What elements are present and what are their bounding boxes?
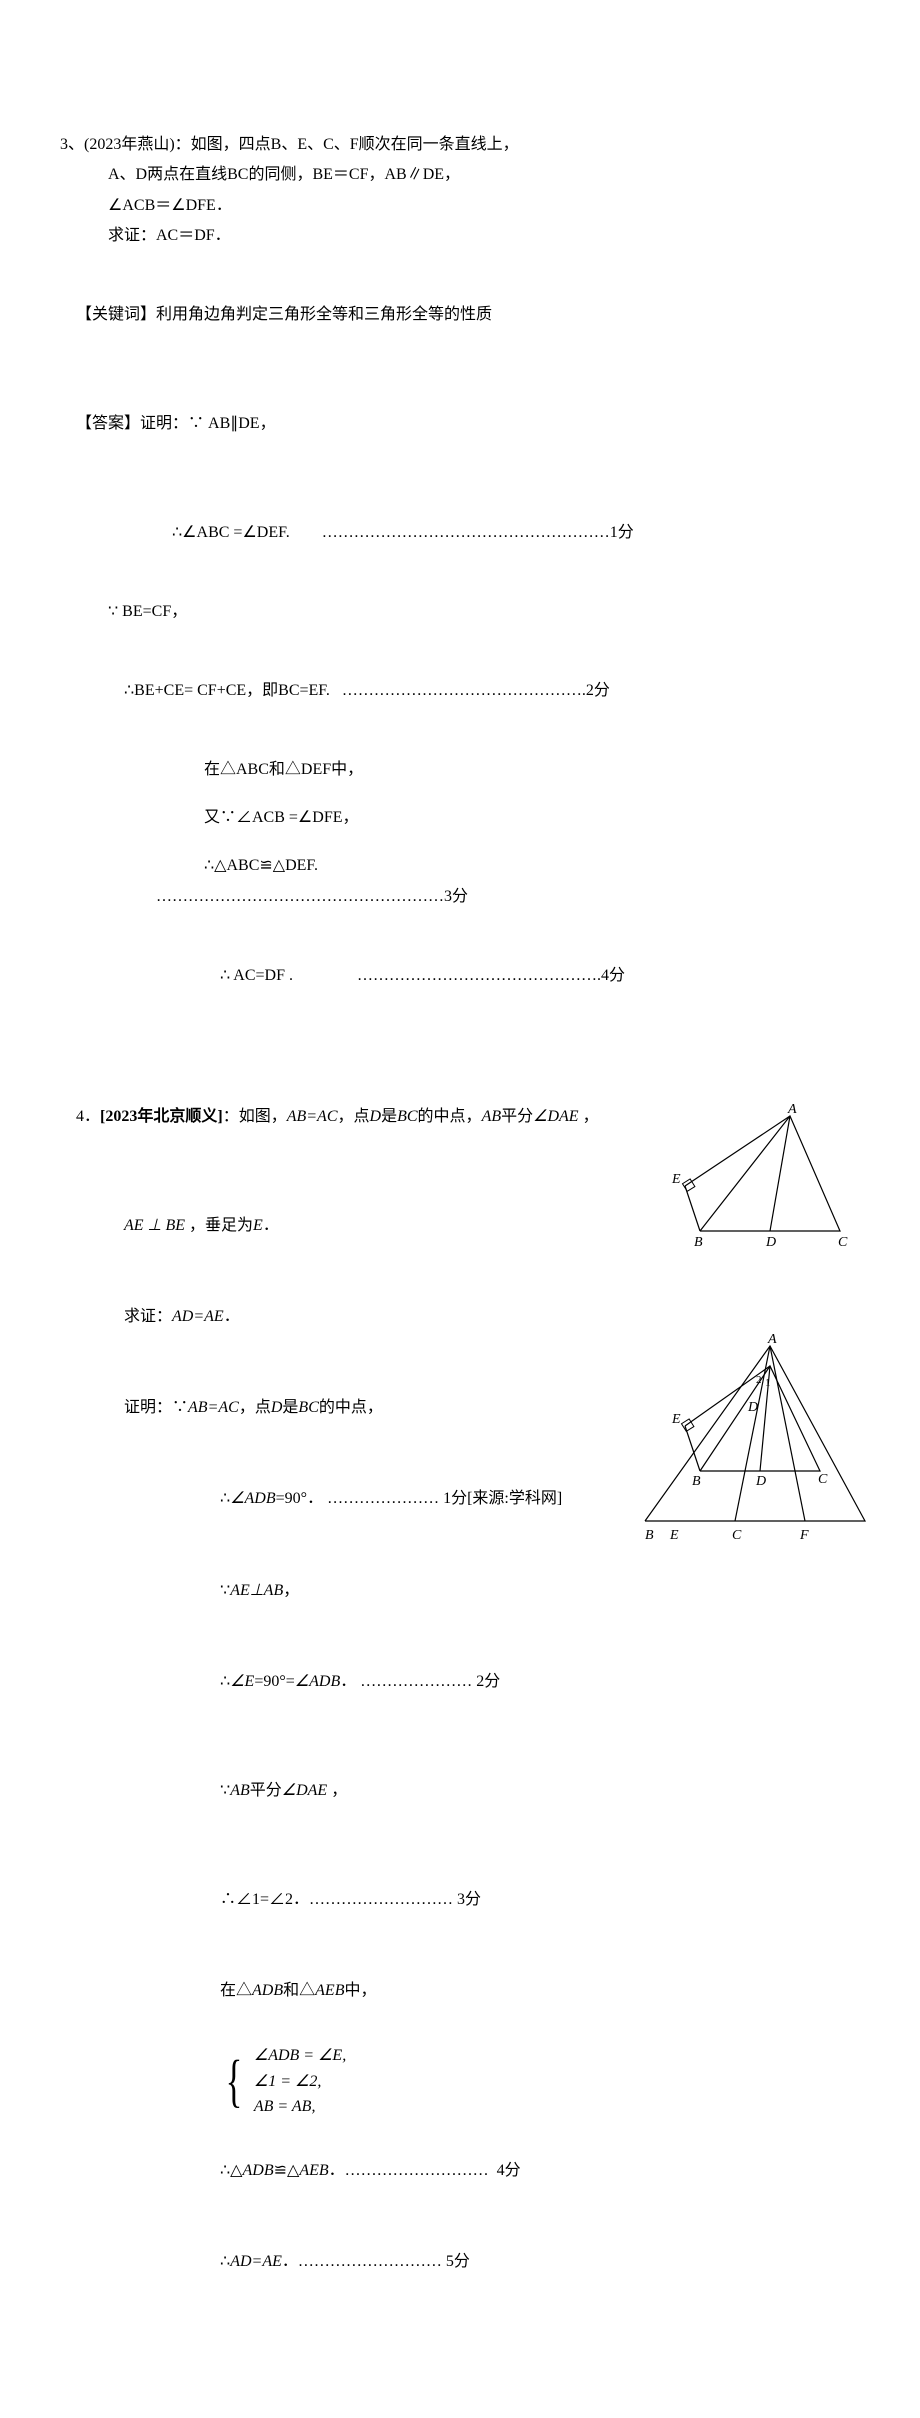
figure-triangle-2: 1 2 A B C D E D B E C F	[640, 1331, 860, 1562]
brace-line-3: AB = AB,	[254, 2094, 346, 2120]
p4-pf5: ∵AB平分∠DAE ，	[60, 1746, 860, 1837]
p3-l2: A、D两点在直线BC的同侧，BE＝CF，AB∥DE，	[60, 160, 860, 190]
p3-step6-dots: ………………………………………………3分	[60, 882, 860, 912]
svg-text:E: E	[671, 1412, 681, 1427]
svg-text:F: F	[799, 1528, 809, 1543]
p3-answer-intro: 【答案】证明：∵ AB∥DE，	[60, 379, 860, 470]
problem-4: 4．[2023年北京顺义]：如图，AB=AC，点D是BC的中点，AB平分∠DAE…	[60, 1071, 860, 2308]
step7-dots: ……………………………………….4分	[357, 967, 625, 984]
p3-step1: ∴∠ABC =∠DEF. ………………………………………………1分	[60, 488, 860, 579]
brace-line-2: ∠1 = ∠2,	[254, 2069, 346, 2095]
svg-text:C: C	[838, 1235, 848, 1250]
p3-keyword: 【关键词】利用角边角判定三角形全等和三角形全等的性质	[60, 270, 860, 361]
brace-conditions: { ∠ADB = ∠E, ∠1 = ∠2, AB = AB,	[60, 2043, 860, 2120]
p3-header: 3、(2023年燕山)：如图，四点B、E、C、F顺次在同一条直线上，	[60, 130, 860, 160]
brace-line-1: ∠ADB = ∠E,	[254, 2043, 346, 2069]
svg-text:B: B	[645, 1528, 654, 1543]
p4-pf6: ∴∠1=∠2．……………………… 3分	[60, 1855, 860, 1946]
step3-text: ∴BE+CE= CF+CE，即BC=EF.	[124, 682, 330, 699]
step1-text: ∴∠ABC =∠DEF.	[172, 524, 290, 541]
left-brace-icon: {	[226, 2052, 243, 2110]
fig2-svg: 1 2 A B C D E D B E C F	[640, 1331, 870, 1551]
step7-text: ∴ AC=DF .	[220, 967, 293, 984]
p3-l4: 求证：AC＝DF．	[60, 221, 860, 251]
step1-dots: ………………………………………………1分	[322, 524, 634, 541]
p3-step2: ∵ BE=CF，	[60, 597, 860, 627]
p3-step7: ∴ AC=DF . ……………………………………….4分	[60, 930, 860, 1021]
p4-pf4: ∴∠E=90°=∠ADB． ………………… 2分	[60, 1636, 860, 1727]
keyword-label: 【关键词】	[76, 306, 156, 323]
svg-text:D: D	[755, 1474, 766, 1489]
p4-num: 4．	[76, 1108, 100, 1125]
answer-label: 【答案】	[76, 415, 140, 432]
p3-step4: 在△ABC和△DEF中，	[60, 755, 860, 785]
p3-step5: 又∵∠ACB =∠DFE，	[60, 803, 860, 833]
svg-text:A: A	[767, 1332, 777, 1347]
svg-text:E: E	[669, 1528, 679, 1543]
svg-text:2: 2	[756, 1374, 762, 1386]
figure-triangle-1: A B C D E	[660, 1101, 860, 1262]
svg-text:E: E	[671, 1172, 681, 1187]
p3-step3: ∴BE+CE= CF+CE，即BC=EF. ……………………………………….2分	[60, 645, 860, 736]
step3-dots: ……………………………………….2分	[342, 682, 610, 699]
p3-step6: ∴△ABC≌△DEF.	[60, 851, 860, 881]
keyword-text: 利用角边角判定三角形全等和三角形全等的性质	[156, 306, 492, 323]
svg-text:D: D	[765, 1235, 776, 1250]
problem-3: 3、(2023年燕山)：如图，四点B、E、C、F顺次在同一条直线上， A、D两点…	[60, 130, 860, 1021]
p4-source: [2023年北京顺义]	[100, 1108, 223, 1125]
p4-pf7: 在△ADB和△AEB中，	[60, 1946, 860, 2037]
svg-text:A: A	[787, 1102, 797, 1117]
svg-text:C: C	[732, 1528, 742, 1543]
p3-l3: ∠ACB＝∠DFE．	[60, 191, 860, 221]
brace-lines: ∠ADB = ∠E, ∠1 = ∠2, AB = AB,	[254, 2043, 346, 2120]
answer-intro: 证明：∵ AB∥DE，	[140, 415, 276, 432]
fig1-svg: A B C D E	[660, 1101, 860, 1251]
p4-pf9: ∴AD=AE．……………………… 5分	[60, 2217, 860, 2308]
svg-text:B: B	[694, 1235, 703, 1250]
svg-text:D: D	[747, 1400, 758, 1415]
svg-text:B: B	[692, 1474, 701, 1489]
p4-pf8: ∴△ADB≌△AEB．……………………… 4分	[60, 2126, 860, 2217]
svg-text:1: 1	[765, 1377, 771, 1389]
svg-text:C: C	[818, 1472, 828, 1487]
